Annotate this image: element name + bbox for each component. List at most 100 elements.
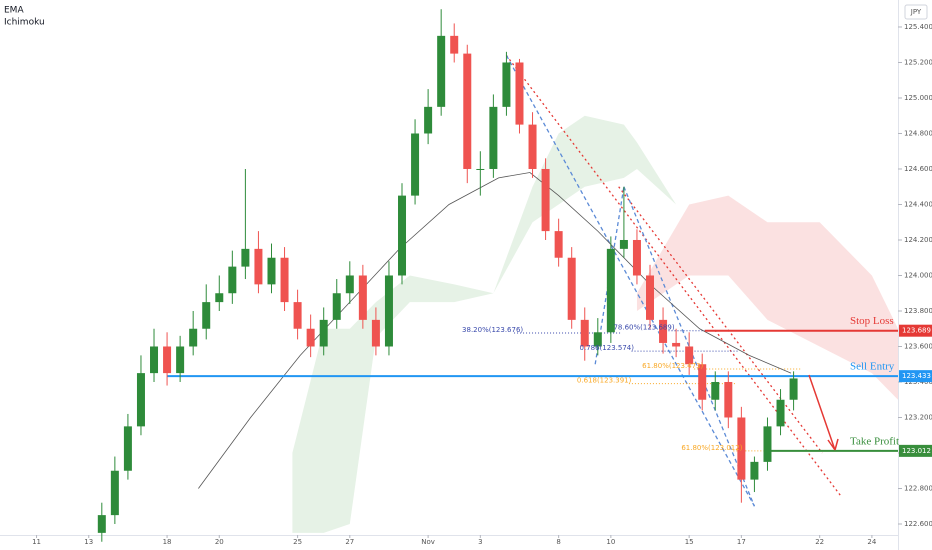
fib-label: 61.80%(123.012)	[681, 444, 742, 452]
y-tick-label: 122.600	[904, 520, 932, 528]
y-tick-label: 124.000	[904, 271, 932, 279]
price-tag-label: 123.433	[902, 372, 931, 380]
candle-body	[110, 470, 119, 516]
y-tick-label: 125.000	[904, 94, 932, 102]
x-tick-label: 18	[163, 538, 172, 546]
candle-body	[123, 426, 132, 471]
currency[interactable]: JPY	[910, 8, 922, 16]
candle-body	[371, 319, 380, 347]
x-tick-label: Nov	[421, 538, 435, 546]
candle-body	[606, 248, 615, 333]
candle-body	[737, 417, 746, 480]
fib-label: 38.20%(123.676)	[462, 326, 523, 334]
candle-body	[150, 346, 159, 374]
clouds	[292, 115, 898, 533]
candle-body	[672, 342, 681, 347]
candle-body	[489, 106, 498, 169]
candle-body	[646, 275, 655, 320]
candle-body	[254, 248, 263, 285]
candle-body	[189, 328, 198, 347]
y-tick-label: 125.400	[904, 23, 932, 31]
fib-label: 78.60%(123.689)	[613, 324, 674, 332]
y-tick-label: 124.200	[904, 236, 932, 244]
trendline	[505, 55, 755, 507]
price-tag	[899, 324, 932, 337]
candle-body	[319, 319, 328, 347]
currency-box[interactable]	[904, 4, 928, 20]
candle-body	[228, 266, 237, 294]
candle-body	[345, 275, 354, 294]
candle-body	[593, 332, 602, 347]
candle-body	[724, 381, 733, 418]
price-tag-label: 123.689	[902, 327, 931, 335]
x-tick-label: 13	[84, 538, 93, 546]
candle-body	[398, 195, 407, 276]
candle-body	[437, 35, 446, 107]
candle-body	[776, 399, 785, 427]
candle-body	[450, 35, 459, 54]
candle-body	[267, 257, 276, 285]
x-tick-label: 3	[478, 538, 482, 546]
fib-label: 0.786(123.574)	[580, 344, 635, 352]
candle-body	[202, 302, 211, 329]
candle-body	[411, 133, 420, 196]
trendline	[623, 186, 756, 507]
y-tick-label: 123.200	[904, 413, 932, 421]
candle-body	[750, 461, 759, 480]
candle-body	[424, 106, 433, 134]
y-tick-label: 124.600	[904, 165, 932, 173]
y-tick-label: 125.200	[904, 58, 932, 66]
candle-body	[711, 381, 720, 400]
x-tick-label: 22	[815, 538, 824, 546]
candle-body	[619, 239, 628, 249]
candle-body	[567, 257, 576, 320]
candle-body	[136, 373, 145, 427]
indicator-label: EMA	[4, 6, 24, 16]
labels: 122.600122.800123.000123.200123.400123.6…	[32, 23, 932, 546]
price-tag	[899, 444, 932, 457]
level-name: Take Profit	[850, 435, 899, 447]
candle-body	[215, 293, 224, 303]
level-name: Stop Loss	[850, 315, 894, 327]
y-tick-label: 124.400	[904, 200, 932, 208]
x-tick-label: 27	[345, 538, 354, 546]
candle-body	[580, 319, 589, 347]
candle-body	[528, 124, 537, 169]
fib-label: 61.80%(123.473)	[642, 362, 703, 370]
candle-body	[763, 426, 772, 462]
candle-body	[515, 62, 524, 125]
x-tick-label: 20	[215, 538, 224, 546]
indicator-label: Ichimoku	[4, 18, 45, 28]
candle-body	[554, 231, 563, 258]
price-tag-label: 123.012	[902, 447, 931, 455]
fib-label: 0.618(123.391)	[577, 377, 632, 385]
candle-body	[541, 168, 550, 232]
y-tick-label: 124.800	[904, 129, 932, 137]
y-tick-label: 122.800	[904, 484, 932, 492]
candle-body	[293, 302, 302, 329]
candle-body	[358, 275, 367, 320]
candle-body	[502, 62, 511, 107]
candle-body	[476, 168, 485, 170]
candle-body	[176, 346, 185, 374]
ichimoku-cloud	[636, 195, 898, 400]
candle-body	[163, 346, 172, 374]
candle-body	[280, 257, 289, 303]
candle-body	[659, 319, 668, 343]
arrow	[808, 374, 839, 451]
candle-body	[332, 293, 341, 320]
x-tick-label: 25	[293, 538, 302, 546]
y-tick-label: 123.600	[904, 342, 932, 350]
candle-body	[698, 364, 707, 400]
candle-body	[306, 328, 315, 347]
candle-body	[632, 239, 641, 276]
candle-body	[463, 53, 472, 169]
trendline	[505, 54, 842, 496]
x-tick-label: 15	[685, 538, 694, 546]
trendline	[618, 186, 823, 454]
candle-body	[789, 378, 798, 400]
candle-body	[384, 275, 393, 347]
price-tag	[899, 370, 932, 383]
x-tick-label: 8	[556, 538, 560, 546]
